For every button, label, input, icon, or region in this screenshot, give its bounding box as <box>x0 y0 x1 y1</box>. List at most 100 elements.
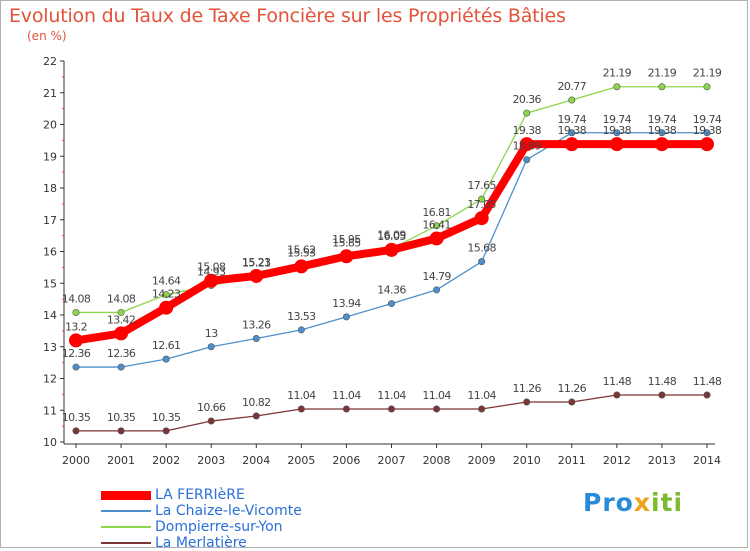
logo-part-2: x <box>633 488 651 517</box>
data-point <box>478 258 486 266</box>
data-label: 11.26 <box>558 382 587 395</box>
data-label: 19.38 <box>648 124 677 137</box>
y-tick-label: 22 <box>43 55 57 68</box>
data-label: 15.23 <box>242 256 271 269</box>
data-label: 10.35 <box>107 411 136 424</box>
data-label: 17.65 <box>467 179 496 192</box>
data-label: 16.05 <box>377 230 406 243</box>
data-label: 19.74 <box>603 113 632 126</box>
data-label: 16.41 <box>422 218 451 231</box>
y-tick-label: 10 <box>43 436 57 449</box>
proxiti-logo: Proxiti <box>583 488 683 517</box>
chart-subtitle: (en %) <box>27 29 67 43</box>
legend-label: La Chaize-le-Vicomte <box>155 503 302 519</box>
data-point <box>387 300 395 308</box>
data-label: 13.26 <box>242 318 271 331</box>
y-tick-label: 17 <box>43 214 57 227</box>
data-label: 11.26 <box>512 382 541 395</box>
data-point <box>568 398 576 406</box>
data-point <box>159 300 174 315</box>
data-point <box>474 211 489 226</box>
data-point <box>658 391 666 399</box>
data-label: 20.36 <box>512 93 541 106</box>
y-tick-label: 14 <box>43 309 57 322</box>
y-tick-label: 13 <box>43 341 57 354</box>
legend-swatch <box>101 510 151 512</box>
data-label: 21.19 <box>693 67 722 80</box>
data-point <box>117 363 125 371</box>
data-label: 14.08 <box>62 292 91 305</box>
logo-part-3: iti <box>650 488 684 517</box>
data-label: 11.48 <box>648 375 677 388</box>
data-label: 13.53 <box>287 310 316 323</box>
data-point <box>568 96 576 104</box>
data-label: 15.62 <box>287 244 316 257</box>
data-label: 14.64 <box>152 275 181 288</box>
data-label: 12.36 <box>107 347 136 360</box>
x-tick-label: 2012 <box>603 454 631 467</box>
y-tick-label: 20 <box>43 119 57 132</box>
data-label: 14.79 <box>422 270 451 283</box>
data-label: 19.38 <box>693 124 722 137</box>
data-label: 13.2 <box>65 320 87 333</box>
data-label: 12.61 <box>152 339 181 352</box>
data-point <box>117 427 125 435</box>
data-label: 10.82 <box>242 396 271 409</box>
data-point <box>114 326 129 341</box>
data-point <box>433 222 441 230</box>
data-label: 16.81 <box>422 206 451 219</box>
data-point <box>478 195 486 203</box>
data-point <box>387 405 395 413</box>
data-point <box>339 249 354 264</box>
data-label: 13 <box>205 327 218 340</box>
data-label: 11.04 <box>287 389 316 402</box>
x-tick-label: 2004 <box>242 454 270 467</box>
data-point <box>700 137 714 152</box>
y-tick-label: 18 <box>43 182 57 195</box>
data-point <box>703 391 711 399</box>
data-label: 19.38 <box>512 124 541 137</box>
data-point <box>523 156 531 164</box>
data-point <box>342 405 350 413</box>
x-tick-label: 2011 <box>558 454 586 467</box>
data-point <box>384 242 399 257</box>
data-point <box>613 83 621 91</box>
data-point <box>429 231 444 246</box>
data-point <box>564 137 579 152</box>
y-tick-label: 21 <box>43 87 57 100</box>
legend-swatch <box>101 490 151 500</box>
data-point <box>478 405 486 413</box>
data-label: 15.53 <box>287 246 316 259</box>
x-tick-label: 2007 <box>378 454 406 467</box>
y-tick-label: 19 <box>43 150 57 163</box>
legend-swatch <box>101 542 151 544</box>
x-tick-label: 2002 <box>152 454 180 467</box>
data-label: 11.48 <box>693 375 722 388</box>
data-label: 19.38 <box>558 124 587 137</box>
x-tick-label: 2010 <box>513 454 541 467</box>
data-point <box>72 363 80 371</box>
legend-swatch <box>101 526 151 528</box>
data-label: 13.42 <box>107 313 136 326</box>
data-label: 15.95 <box>332 233 361 246</box>
x-tick-label: 2003 <box>197 454 225 467</box>
x-tick-label: 2001 <box>107 454 135 467</box>
data-label: 15.68 <box>467 242 496 255</box>
data-label: 10.66 <box>197 401 226 414</box>
data-point <box>162 427 170 435</box>
data-point <box>613 391 621 399</box>
data-point <box>658 129 666 137</box>
data-point <box>703 129 711 137</box>
x-tick-label: 2000 <box>62 454 90 467</box>
data-point <box>162 355 170 363</box>
data-point <box>609 137 624 152</box>
logo-part-1: Pro <box>583 488 634 517</box>
data-point <box>207 343 215 351</box>
data-label: 11.04 <box>377 389 406 402</box>
data-point <box>342 313 350 321</box>
data-point <box>204 273 219 288</box>
data-label: 19.74 <box>648 113 677 126</box>
data-point <box>252 412 260 420</box>
x-tick-label: 2006 <box>332 454 360 467</box>
